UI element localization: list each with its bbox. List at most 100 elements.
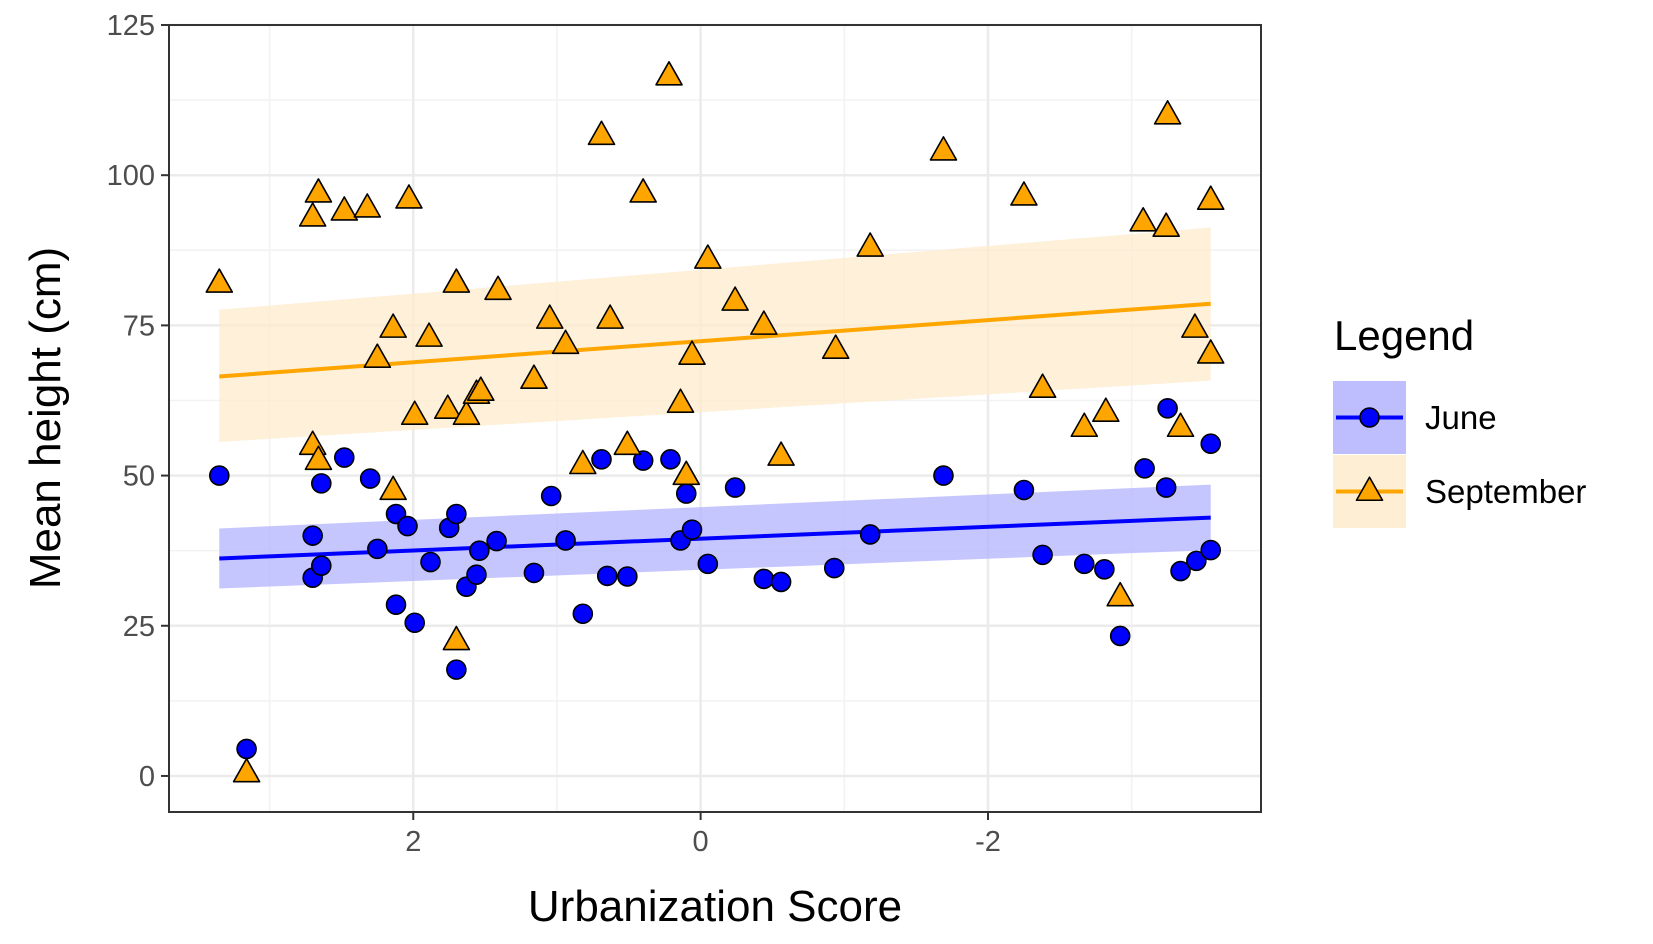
data-point-triangle <box>551 329 580 355</box>
y-tick-label: 75 <box>123 310 155 342</box>
data-point-circle <box>632 450 654 471</box>
data-point-circle <box>1094 558 1115 580</box>
data-point-triangle <box>363 343 392 368</box>
data-point-circle <box>333 447 355 468</box>
x-tick-label: 0 <box>693 826 709 858</box>
data-point-circle <box>1200 433 1222 455</box>
data-point-circle <box>596 565 618 587</box>
data-point-triangle <box>629 178 657 203</box>
data-point-circle <box>420 551 441 573</box>
data-points <box>205 61 1225 783</box>
data-point-circle <box>302 525 323 546</box>
data-point-triangle <box>1010 181 1038 206</box>
data-point-triangle <box>205 268 234 293</box>
x-tick-label: -2 <box>975 826 1001 858</box>
data-point-circle <box>1155 477 1177 498</box>
data-point-circle <box>208 465 230 486</box>
data-point-circle <box>697 553 719 575</box>
data-point-circle <box>753 568 775 590</box>
legend-key <box>1333 381 1406 454</box>
data-point-circle <box>1073 553 1095 575</box>
data-point-triangle <box>613 430 642 456</box>
data-point-triangle <box>1028 373 1057 399</box>
data-point-triangle <box>767 441 795 466</box>
data-point-circle <box>681 519 703 540</box>
data-point-triangle <box>1181 313 1209 338</box>
data-point-triangle <box>535 304 564 329</box>
data-point-circle <box>446 659 467 680</box>
legend-label: June <box>1425 399 1497 436</box>
data-point-circle <box>1200 539 1222 561</box>
data-point-triangle <box>400 400 429 426</box>
data-point-circle <box>397 515 418 537</box>
data-point-circle <box>385 594 407 616</box>
data-point-triangle <box>587 120 616 146</box>
data-point-circle <box>933 465 954 486</box>
data-point-triangle <box>1106 581 1134 607</box>
y-tick-label: 125 <box>107 10 155 42</box>
data-point-triangle <box>596 304 624 329</box>
data-point-triangle <box>452 400 481 426</box>
data-point-circle <box>359 468 381 489</box>
ci-band <box>219 227 1211 442</box>
data-point-circle <box>660 449 681 470</box>
data-point-circle <box>1032 544 1053 566</box>
data-point-triangle <box>232 757 261 783</box>
data-point-circle <box>367 538 388 560</box>
data-point-triangle <box>442 268 471 293</box>
data-point-circle <box>1170 560 1191 582</box>
data-point-triangle <box>694 244 722 269</box>
data-point-triangle <box>678 340 706 365</box>
data-point-triangle <box>304 178 333 203</box>
data-point-triangle <box>466 376 495 402</box>
data-point-triangle <box>330 196 359 221</box>
y-tick-label: 100 <box>107 160 155 192</box>
y-tick-label: 25 <box>123 611 155 643</box>
data-point-triangle <box>1070 412 1099 438</box>
data-point-circle <box>404 612 426 634</box>
legend-key <box>1333 455 1406 528</box>
data-point-circle <box>591 449 612 470</box>
data-point-triangle <box>1196 185 1225 210</box>
data-point-triangle <box>1153 100 1182 125</box>
data-point-triangle <box>666 388 695 414</box>
data-point-circle <box>555 530 576 551</box>
data-point-circle <box>617 566 638 587</box>
data-point-triangle <box>856 232 884 257</box>
data-point-triangle <box>298 202 327 227</box>
data-point-triangle <box>415 322 443 347</box>
data-point-circle <box>486 530 507 552</box>
legend-key-marker <box>1355 476 1384 502</box>
x-tick-label: 2 <box>405 826 421 858</box>
data-point-triangle <box>353 193 382 218</box>
y-axis-title: Mean height (cm) <box>21 247 70 589</box>
plot-border <box>168 24 1262 813</box>
data-point-circle <box>469 540 490 561</box>
data-point-triangle <box>569 449 597 475</box>
data-point-triangle <box>1196 339 1225 364</box>
y-tick-label: 0 <box>139 761 155 793</box>
x-axis-title: Urbanization Score <box>528 882 902 931</box>
data-point-triangle <box>1152 212 1180 237</box>
data-point-circle <box>1013 479 1035 501</box>
data-point-triangle <box>304 445 333 471</box>
data-point-circle <box>466 564 487 585</box>
data-point-triangle <box>442 625 471 651</box>
data-point-circle <box>446 503 467 525</box>
data-point-circle <box>236 738 257 760</box>
data-point-circle <box>572 603 594 625</box>
data-point-circle <box>724 477 746 498</box>
data-point-triangle <box>433 394 462 420</box>
legend-title: Legend <box>1334 312 1474 359</box>
data-point-circle <box>1109 625 1131 647</box>
data-point-circle <box>675 483 697 504</box>
data-point-triangle <box>379 313 407 338</box>
data-point-triangle <box>520 364 548 389</box>
legend: Legend June September <box>1333 312 1586 528</box>
axes: 0 25 50 75 100 125 2 0 -2 <box>107 10 1001 858</box>
data-point-triangle <box>750 310 778 335</box>
y-tick-label: 50 <box>123 461 155 493</box>
data-point-triangle <box>1092 397 1120 423</box>
data-point-circle <box>1134 458 1155 479</box>
data-point-triangle <box>395 184 423 209</box>
